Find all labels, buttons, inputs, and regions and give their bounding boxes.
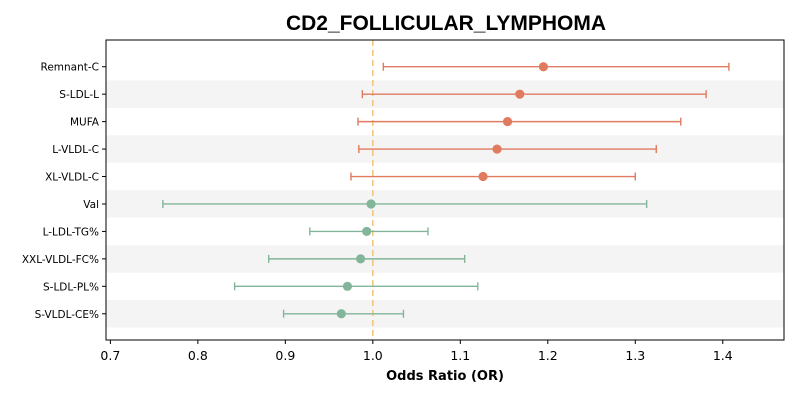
x-axis: 0.7 0.8 0.9 1.0 1.1 1.2 1.3 1.4: [100, 340, 733, 363]
or-point: [478, 171, 488, 182]
x-tick-label: 1.4: [713, 348, 733, 363]
y-tick-label: MUFA: [70, 117, 100, 129]
y-tick-label: L-VLDL-C: [52, 144, 99, 156]
x-tick-label: 1.3: [625, 348, 645, 363]
plot-frame: [105, 39, 785, 341]
or-point: [502, 117, 513, 127]
x-tick-label: 1.0: [363, 348, 383, 363]
or-point: [355, 254, 366, 264]
or-point: [538, 62, 549, 72]
or-point: [366, 199, 376, 209]
or-point: [362, 226, 372, 237]
y-tick-label: L-LDL-TG%: [43, 226, 99, 238]
y-axis: Remnant-C S-LDL-L MUFA L-VLDL-C XL-VLDL-C Val…: [22, 62, 106, 321]
x-tick-label: 1.1: [450, 348, 470, 363]
chart-title: CD2_FOLLICULAR_LYMPHOMA: [286, 12, 606, 35]
row-band: [106, 300, 784, 328]
y-tick-label: XXL-VLDL-FC%: [22, 254, 99, 266]
x-tick-label: 1.2: [538, 348, 558, 363]
or-point: [515, 89, 525, 99]
or-point: [342, 281, 353, 291]
y-tick-label: S-LDL-L: [59, 89, 99, 101]
y-tick-label: S-VLDL-CE%: [35, 309, 99, 321]
or-point: [492, 144, 502, 154]
or-point: [336, 309, 346, 319]
y-tick-label: S-LDL-PL%: [43, 281, 99, 293]
data-marks: [162, 62, 730, 319]
x-tick-label: 0.8: [188, 348, 208, 363]
y-tick-label: XL-VLDL-C: [45, 172, 99, 184]
x-tick-label: 0.7: [100, 348, 120, 363]
x-axis-label: Odds Ratio (OR): [386, 369, 504, 384]
y-tick-label: Val: [83, 199, 99, 211]
x-tick-label: 0.9: [275, 348, 295, 363]
y-tick-label: Remnant-C: [41, 62, 100, 74]
